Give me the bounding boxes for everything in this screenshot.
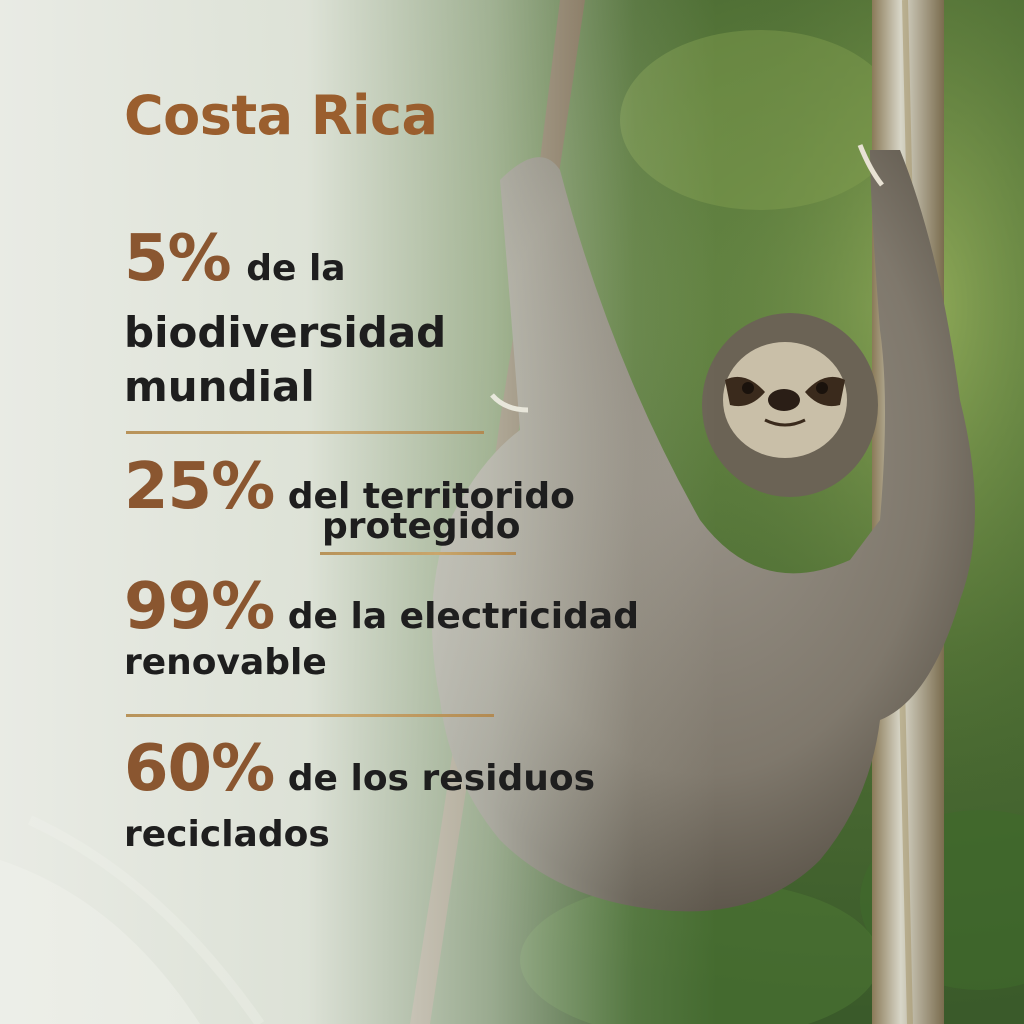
stat-value: 99% (124, 570, 275, 644)
stat-text: renovable (124, 642, 327, 683)
stat-text: de los residuos (287, 758, 596, 799)
stat-text: reciclados (124, 814, 330, 855)
stat-text: biodiversidad (124, 308, 447, 357)
stat-text: de la (246, 248, 346, 289)
stat-value: 60% (124, 732, 275, 806)
divider (126, 431, 484, 434)
stat-text: de la electricidad (287, 596, 639, 637)
stat-value: 5% (124, 222, 232, 296)
stat-text: protegido (322, 506, 521, 547)
divider (320, 552, 516, 555)
stat-text: del territorido (287, 476, 575, 517)
stat-text: mundial (124, 362, 315, 411)
divider (126, 714, 494, 717)
stat-value: 25% (124, 450, 275, 524)
page-title: Costa Rica (124, 84, 438, 147)
